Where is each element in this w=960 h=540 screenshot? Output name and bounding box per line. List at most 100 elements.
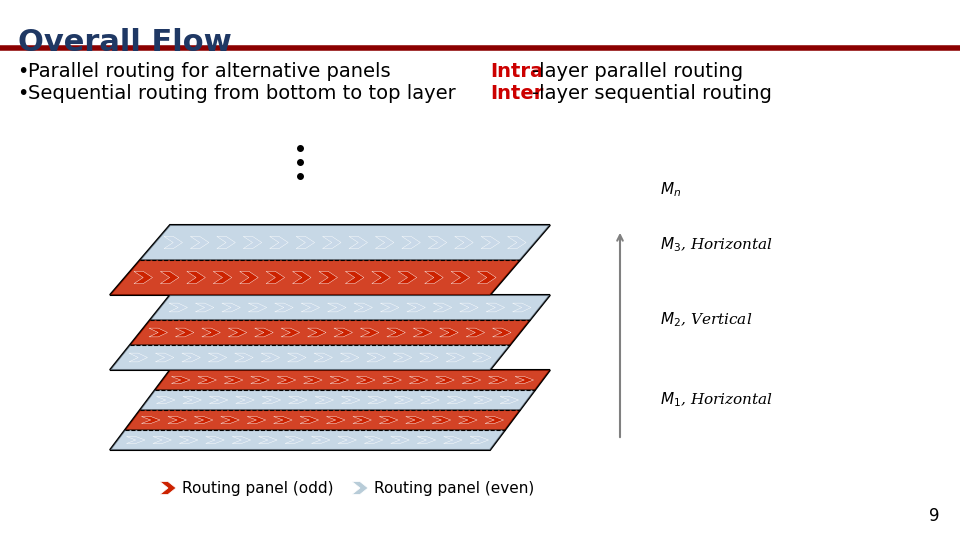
Polygon shape (360, 328, 379, 337)
Text: Parallel routing for alternative panels: Parallel routing for alternative panels (28, 62, 391, 81)
Polygon shape (127, 436, 145, 443)
Polygon shape (275, 303, 293, 312)
Polygon shape (356, 376, 375, 383)
Polygon shape (432, 416, 450, 423)
Polygon shape (208, 353, 227, 362)
Polygon shape (198, 376, 216, 383)
Polygon shape (125, 410, 520, 430)
Polygon shape (398, 272, 417, 284)
Polygon shape (338, 436, 356, 443)
Polygon shape (281, 328, 300, 337)
Polygon shape (303, 376, 323, 383)
Polygon shape (176, 328, 194, 337)
Polygon shape (296, 237, 315, 248)
Polygon shape (277, 376, 296, 383)
Polygon shape (110, 430, 505, 450)
Polygon shape (300, 416, 319, 423)
Polygon shape (407, 303, 425, 312)
Text: •: • (18, 62, 36, 81)
Polygon shape (172, 376, 190, 383)
Polygon shape (365, 436, 383, 443)
Polygon shape (130, 320, 530, 345)
Polygon shape (129, 353, 148, 362)
Polygon shape (307, 328, 326, 337)
Polygon shape (346, 272, 364, 284)
Polygon shape (301, 303, 320, 312)
Polygon shape (217, 237, 235, 248)
Polygon shape (352, 482, 368, 495)
Polygon shape (187, 272, 205, 284)
Polygon shape (353, 416, 372, 423)
Polygon shape (234, 353, 253, 362)
Polygon shape (288, 353, 306, 362)
Polygon shape (156, 396, 175, 403)
Polygon shape (180, 436, 198, 443)
Polygon shape (293, 272, 311, 284)
Polygon shape (420, 353, 438, 362)
Polygon shape (462, 376, 481, 383)
Polygon shape (205, 436, 225, 443)
Polygon shape (150, 295, 550, 320)
Polygon shape (515, 376, 534, 383)
Polygon shape (323, 237, 341, 248)
Polygon shape (249, 303, 267, 312)
Polygon shape (134, 272, 153, 284)
Polygon shape (489, 376, 507, 383)
Polygon shape (251, 376, 269, 383)
Polygon shape (314, 353, 332, 362)
Polygon shape (418, 436, 436, 443)
Polygon shape (481, 237, 499, 248)
Polygon shape (444, 436, 462, 443)
Text: $M_3$, Horizontal: $M_3$, Horizontal (660, 235, 773, 254)
Polygon shape (349, 237, 368, 248)
Polygon shape (202, 328, 221, 337)
Polygon shape (141, 416, 160, 423)
Polygon shape (367, 353, 385, 362)
Polygon shape (261, 353, 279, 362)
Polygon shape (433, 303, 452, 312)
Polygon shape (243, 237, 262, 248)
Polygon shape (153, 436, 172, 443)
Polygon shape (455, 237, 473, 248)
Polygon shape (326, 416, 345, 423)
Polygon shape (155, 370, 550, 390)
Polygon shape (354, 303, 372, 312)
Polygon shape (513, 303, 531, 312)
Polygon shape (342, 396, 360, 403)
Polygon shape (486, 303, 505, 312)
Polygon shape (380, 303, 399, 312)
Text: Sequential routing from bottom to top layer: Sequential routing from bottom to top la… (28, 84, 462, 103)
Polygon shape (424, 272, 444, 284)
Text: Routing panel (even): Routing panel (even) (374, 481, 535, 496)
Polygon shape (160, 272, 179, 284)
Polygon shape (330, 376, 348, 383)
Text: $M_n$: $M_n$ (660, 181, 682, 199)
Polygon shape (274, 416, 292, 423)
Polygon shape (270, 237, 288, 248)
Polygon shape (258, 436, 277, 443)
Polygon shape (451, 272, 469, 284)
Polygon shape (394, 353, 412, 362)
Polygon shape (436, 376, 454, 383)
Polygon shape (500, 396, 518, 403)
Polygon shape (428, 237, 446, 248)
Polygon shape (472, 353, 491, 362)
Polygon shape (334, 328, 352, 337)
Polygon shape (470, 436, 489, 443)
Polygon shape (140, 225, 550, 260)
Text: Overall Flow: Overall Flow (18, 28, 231, 57)
Polygon shape (402, 237, 420, 248)
Polygon shape (213, 272, 231, 284)
Polygon shape (420, 396, 440, 403)
Polygon shape (375, 237, 394, 248)
Polygon shape (467, 328, 485, 337)
Polygon shape (409, 376, 428, 383)
Polygon shape (247, 416, 266, 423)
Polygon shape (372, 272, 391, 284)
Polygon shape (181, 353, 201, 362)
Polygon shape (110, 345, 510, 370)
Polygon shape (209, 396, 228, 403)
Polygon shape (327, 303, 346, 312)
Polygon shape (473, 396, 492, 403)
Text: •: • (18, 84, 36, 103)
